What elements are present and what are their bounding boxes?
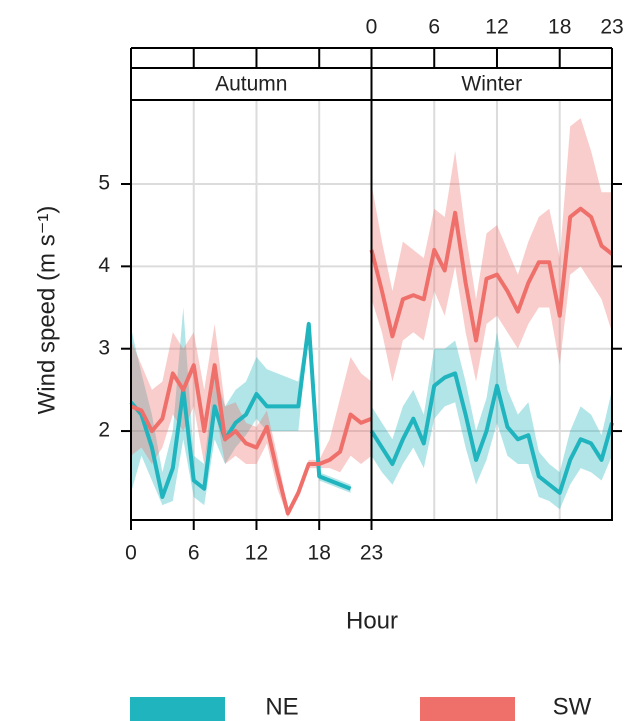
strip-label: Winter — [461, 73, 522, 96]
legend-swatch — [130, 697, 225, 721]
y-axis-label: Wind speed (m s⁻¹) — [33, 206, 60, 415]
x-tick-label: 18 — [548, 16, 571, 39]
x-tick-label: 6 — [428, 16, 440, 39]
legend-label: NE — [265, 693, 298, 720]
x-tick-label: 0 — [125, 542, 137, 565]
x-axis-label: Hour — [346, 607, 398, 634]
legend-label: SW — [553, 693, 592, 720]
series-line — [129, 322, 352, 499]
x-tick-label: 23 — [360, 542, 383, 565]
strip — [370, 67, 613, 101]
legend-swatch — [420, 697, 515, 721]
series-line — [369, 371, 614, 495]
y-tick-label: 2 — [98, 419, 110, 442]
y-tick-label: 4 — [98, 254, 110, 277]
confidence-band — [371, 118, 612, 382]
y-tick-label: 3 — [98, 336, 110, 359]
series-line — [130, 363, 373, 516]
x-tick-label: 12 — [245, 542, 268, 565]
series-line — [369, 206, 614, 343]
x-tick-label: 0 — [366, 16, 378, 39]
x-tick-label: 18 — [308, 542, 331, 565]
x-tick-label: 23 — [600, 16, 623, 39]
y-tick-label: 5 — [98, 172, 110, 195]
confidence-band — [371, 332, 612, 510]
strip-label: Autumn — [215, 73, 287, 96]
x-tick-label: 12 — [485, 16, 508, 39]
confidence-band — [131, 307, 351, 506]
x-tick-label: 6 — [188, 542, 200, 565]
